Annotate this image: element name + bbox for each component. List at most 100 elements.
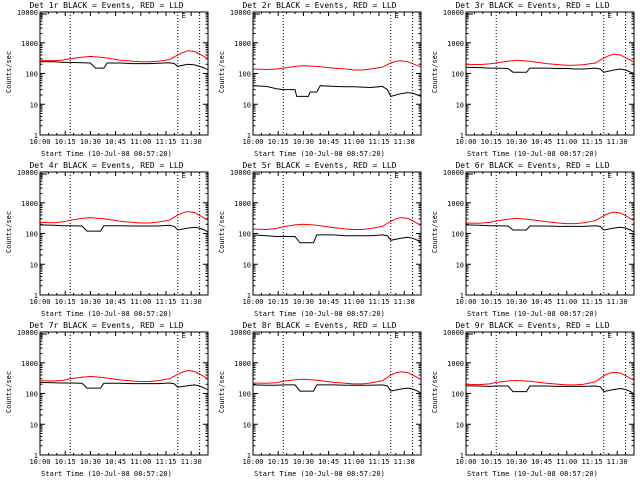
y-tick-label: 100 <box>238 71 251 79</box>
detector-panel-9: 1 10 100 1000 10000 10:00 10:15 10:30 10:45 11:00… <box>426 320 639 480</box>
y-tick-label: 10000 <box>230 329 251 337</box>
x-tick-label: 11:30 <box>181 298 202 306</box>
x-tick-label: 10:45 <box>531 298 552 306</box>
lld-series-line <box>252 60 422 71</box>
x-tick-label: 11:15 <box>368 458 389 466</box>
plot-frame <box>465 331 635 456</box>
y-tick-label: 1 <box>460 132 464 140</box>
event-marker-label: E <box>182 332 186 340</box>
x-axis-label: Start Time (10-Jul-08 08:57:20) <box>467 310 598 318</box>
plot-canvas: 1 10 100 1000 10000 10:00 10:15 10:30 10:45 11:00… <box>17 329 209 466</box>
x-tick-label: 10:30 <box>293 298 314 306</box>
event-marker-label: E <box>182 172 186 180</box>
y-tick-label: 10000 <box>17 329 38 337</box>
x-tick-label: 11:15 <box>581 298 602 306</box>
x-tick-label: 10:30 <box>80 138 101 146</box>
panel-title: Det 6r BLACK = Events, RED = LLD <box>455 161 610 170</box>
x-tick-label: 11:00 <box>130 138 151 146</box>
x-tick-label: 11:30 <box>394 138 415 146</box>
panel-title: Det 2r BLACK = Events, RED = LLD <box>242 1 397 10</box>
y-tick-label: 10000 <box>17 9 38 17</box>
y-tick-label: 10 <box>456 421 464 429</box>
plot-frame <box>252 331 422 456</box>
x-tick-label: 10:15 <box>268 298 289 306</box>
lld-series-line <box>465 371 635 386</box>
y-tick-label: 1000 <box>234 200 251 208</box>
x-tick-label: 11:00 <box>556 138 577 146</box>
x-tick-label: 10:15 <box>268 458 289 466</box>
x-tick-label: 10:15 <box>481 138 502 146</box>
x-tick-label: 11:00 <box>130 298 151 306</box>
y-axis-label: Counts/sec <box>431 370 439 414</box>
x-tick-label: 11:15 <box>368 298 389 306</box>
plot-frame <box>465 171 635 296</box>
lld-series-line <box>39 50 209 63</box>
x-tick-label: 10:15 <box>55 298 76 306</box>
x-tick-label: 10:45 <box>531 138 552 146</box>
x-axis-label: Start Time (10-Jul-08 08:57:20) <box>254 310 385 318</box>
x-tick-label: 10:00 <box>242 298 263 306</box>
y-tick-label: 100 <box>25 391 38 399</box>
x-tick-label: 11:00 <box>343 458 364 466</box>
x-tick-label: 11:00 <box>556 298 577 306</box>
lld-series-line <box>252 217 422 231</box>
y-tick-label: 1000 <box>234 360 251 368</box>
x-tick-label: 10:30 <box>506 138 527 146</box>
x-tick-label: 10:00 <box>242 138 263 146</box>
x-axis-label: Start Time (10-Jul-08 08:57:20) <box>254 470 385 478</box>
y-axis-label: Counts/sec <box>5 210 13 254</box>
x-tick-label: 11:15 <box>368 138 389 146</box>
panel-title: Det 1r BLACK = Events, RED = LLD <box>29 1 184 10</box>
y-tick-label: 1 <box>247 452 251 460</box>
y-tick-label: 10000 <box>230 9 251 17</box>
y-tick-label: 10000 <box>230 169 251 177</box>
event-marker-label: E <box>395 12 399 20</box>
x-tick-label: 10:45 <box>531 458 552 466</box>
y-tick-label: 1 <box>460 452 464 460</box>
x-tick-label: 10:00 <box>242 458 263 466</box>
y-tick-label: 10000 <box>443 169 464 177</box>
y-tick-label: 10000 <box>17 169 38 177</box>
x-tick-label: 10:45 <box>318 298 339 306</box>
x-tick-label: 11:00 <box>556 458 577 466</box>
x-tick-label: 10:15 <box>55 138 76 146</box>
detector-panel-8: 1 10 100 1000 10000 10:00 10:15 10:30 10:45 11:00… <box>213 320 426 480</box>
y-tick-label: 10 <box>30 101 38 109</box>
x-tick-label: 10:45 <box>105 458 126 466</box>
event-marker-label: E <box>608 12 612 20</box>
y-tick-label: 1 <box>34 452 38 460</box>
lld-series-line <box>39 369 209 382</box>
y-tick-label: 100 <box>25 231 38 239</box>
x-tick-label: 10:30 <box>80 458 101 466</box>
x-tick-label: 11:15 <box>155 458 176 466</box>
x-tick-label: 10:00 <box>29 458 50 466</box>
x-tick-label: 11:30 <box>394 458 415 466</box>
y-tick-label: 1000 <box>234 40 251 48</box>
y-tick-label: 100 <box>238 231 251 239</box>
x-tick-label: 11:00 <box>343 138 364 146</box>
y-tick-label: 10 <box>30 261 38 269</box>
event-marker-label: E <box>182 12 186 20</box>
y-axis-label: Counts/sec <box>218 370 226 414</box>
y-tick-label: 1 <box>34 292 38 300</box>
x-tick-label: 11:15 <box>581 138 602 146</box>
y-axis-label: Counts/sec <box>218 50 226 94</box>
plot-canvas: 1 10 100 1000 10000 10:00 10:15 10:30 10:45 11:00… <box>17 9 209 146</box>
y-axis-label: Counts/sec <box>5 50 13 94</box>
panel-title: Det 3r BLACK = Events, RED = LLD <box>455 1 610 10</box>
y-tick-label: 1000 <box>21 200 38 208</box>
detector-panel-6: 1 10 100 1000 10000 10:00 10:15 10:30 10:45 11:00… <box>426 160 639 320</box>
detector-panel-4: 1 10 100 1000 10000 10:00 10:15 10:30 10:45 11:00… <box>0 160 213 320</box>
plot-frame <box>39 331 209 456</box>
events-series-line <box>465 66 635 74</box>
x-tick-label: 10:45 <box>318 458 339 466</box>
lld-series-line <box>39 210 209 224</box>
event-marker-label: E <box>395 172 399 180</box>
x-tick-label: 11:30 <box>394 298 415 306</box>
x-tick-label: 11:00 <box>130 458 151 466</box>
y-tick-label: 1000 <box>447 40 464 48</box>
panel-title: Det 7r BLACK = Events, RED = LLD <box>29 321 184 330</box>
events-series-line <box>465 385 635 395</box>
y-tick-label: 10 <box>30 421 38 429</box>
